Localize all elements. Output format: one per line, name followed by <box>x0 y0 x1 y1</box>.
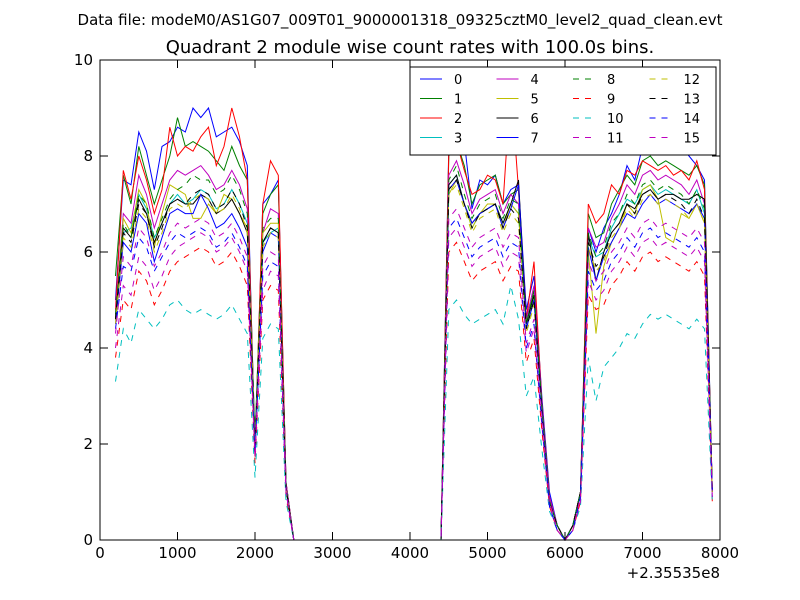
series-line-7 <box>115 178 713 542</box>
series-line-2 <box>115 83 713 542</box>
series-line-11 <box>115 227 713 541</box>
legend-label-0: 0 <box>454 73 462 88</box>
legend-label-5: 5 <box>531 93 539 108</box>
series-group <box>115 83 713 542</box>
x-tick-label: 0 <box>95 544 105 562</box>
x-offset-label: +2.35535e8 <box>627 564 720 582</box>
y-tick-label: 0 <box>83 531 93 549</box>
x-tick-label: 2000 <box>236 544 274 562</box>
legend-label-9: 9 <box>607 93 615 108</box>
chart-title: Quadrant 2 module wise count rates with … <box>166 37 655 58</box>
legend-label-3: 3 <box>454 132 462 147</box>
series-line-1 <box>115 117 713 542</box>
series-line-12 <box>115 183 713 542</box>
series-line-15 <box>115 207 713 541</box>
series-line-13 <box>115 178 713 542</box>
x-tick-label: 4000 <box>391 544 429 562</box>
legend-label-7: 7 <box>531 132 539 147</box>
series-line-8 <box>115 164 713 542</box>
x-tick-label: 7000 <box>623 544 661 562</box>
series-line-0 <box>115 106 713 542</box>
legend-frame <box>409 66 717 156</box>
x-tick-label: 8000 <box>701 544 739 562</box>
series-line-9 <box>115 241 713 541</box>
legend-label-13: 13 <box>684 93 701 108</box>
y-tick-label: 4 <box>83 339 93 357</box>
y-tick-label: 6 <box>83 243 93 261</box>
legend-label-1: 1 <box>454 93 462 108</box>
y-tick-label: 10 <box>74 51 93 69</box>
series-line-14 <box>115 217 713 541</box>
series-line-10 <box>115 285 713 541</box>
legend-label-12: 12 <box>684 73 701 88</box>
legend-label-11: 11 <box>607 132 624 147</box>
x-tick-label: 3000 <box>313 544 351 562</box>
legend-label-10: 10 <box>607 112 624 127</box>
x-tick-label: 1000 <box>158 544 196 562</box>
x-tick-label: 6000 <box>546 544 584 562</box>
series-line-4 <box>115 159 713 542</box>
legend-label-6: 6 <box>531 112 539 127</box>
legend-label-14: 14 <box>684 112 701 127</box>
legend-label-4: 4 <box>531 73 539 88</box>
y-tick-label: 8 <box>83 147 93 165</box>
legend-label-2: 2 <box>454 112 462 127</box>
y-tick-label: 2 <box>83 435 93 453</box>
suptitle: Data file: modeM0/AS1G07_009T01_90000013… <box>78 11 723 30</box>
legend-label-15: 15 <box>684 132 701 147</box>
x-tick-label: 5000 <box>468 544 506 562</box>
legend-label-8: 8 <box>607 73 615 88</box>
